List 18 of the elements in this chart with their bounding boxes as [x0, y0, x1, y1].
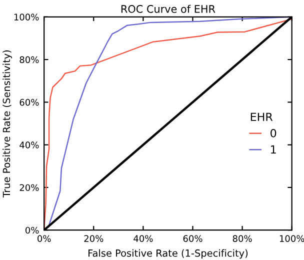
y-tick-label: 60% [20, 98, 39, 106]
y-axis-title: True Positive Rate (Sensitivity) [2, 50, 12, 198]
y-tick-label: 100% [14, 14, 39, 20]
x-tick-label: 40% [134, 235, 153, 242]
x-tick-label: 100% [280, 235, 304, 242]
x-tick-label: 20% [84, 235, 104, 242]
legend-label: 1 [271, 145, 276, 154]
x-axis-title: False Positive Rate (1-Specificity) [88, 249, 248, 259]
x-tick-label: 80% [232, 235, 252, 242]
x-tick-label: 0% [38, 235, 51, 242]
y-tick-label: 80% [20, 56, 39, 64]
x-tick-label: 60% [183, 235, 202, 242]
legend-label: 0 [270, 128, 276, 138]
legend-title: EHR [250, 112, 273, 121]
chart-title: ROC Curve of EHR [121, 4, 216, 13]
y-tick-label: 0% [25, 226, 39, 234]
y-tick-label: 40% [20, 142, 39, 148]
y-tick-label: 20% [20, 184, 39, 192]
